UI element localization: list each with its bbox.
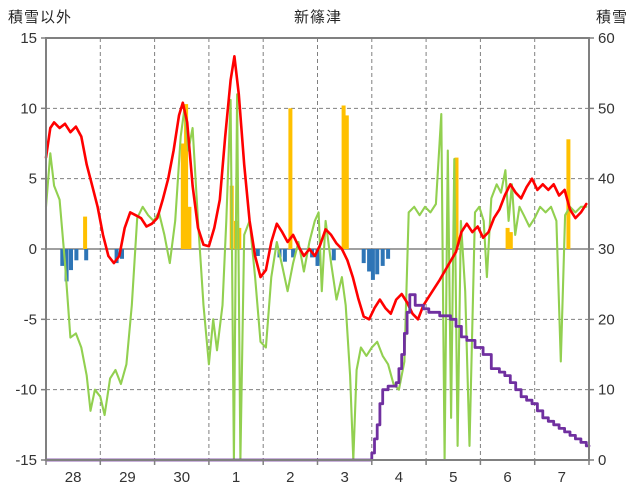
right-axis-tick-label: 0 [598, 452, 606, 469]
left-axis-tick-label: -5 [24, 311, 37, 328]
chart-title: 新篠津 [293, 9, 342, 26]
x-axis-tick-label: 5 [449, 469, 457, 486]
left-axis-tick-label: 0 [29, 241, 37, 258]
green-line-series [44, 93, 588, 462]
left-axis-tick-label: 15 [20, 30, 37, 47]
left-axis-tick-label: -15 [15, 452, 37, 469]
x-axis-tick-label: 2 [286, 469, 294, 486]
right-axis-tick-label: 60 [598, 30, 615, 47]
left-axis-tick-label: -10 [15, 382, 37, 399]
x-axis-tick-label: 7 [558, 469, 566, 486]
x-axis-tick-label: 29 [119, 469, 136, 486]
x-axis-tick-label: 28 [65, 469, 82, 486]
right-axis-tick-label: 10 [598, 382, 615, 399]
x-axis-tick-label: 3 [340, 469, 348, 486]
right-axis-tick-label: 40 [598, 171, 615, 188]
snow-depth-line-series [44, 293, 591, 462]
x-axis-tick-label: 6 [503, 469, 511, 486]
red-line-series [44, 55, 588, 321]
right-axis-tick-label: 50 [598, 100, 615, 117]
tick-marks [41, 37, 594, 465]
left-axis-tick-label: 10 [20, 100, 37, 117]
left-axis-tick-label: 5 [29, 171, 37, 188]
left-axis-title: 積雪以外 [8, 9, 73, 26]
x-axis-tick-label: 4 [395, 469, 403, 486]
right-axis-tick-label: 30 [598, 241, 615, 258]
x-axis-tick-label: 1 [232, 469, 240, 486]
right-axis-tick-label: 20 [598, 311, 615, 328]
right-axis-title: 積雪 [595, 9, 628, 26]
orange-bars-series [83, 104, 571, 250]
x-axis-tick-label: 30 [173, 469, 190, 486]
